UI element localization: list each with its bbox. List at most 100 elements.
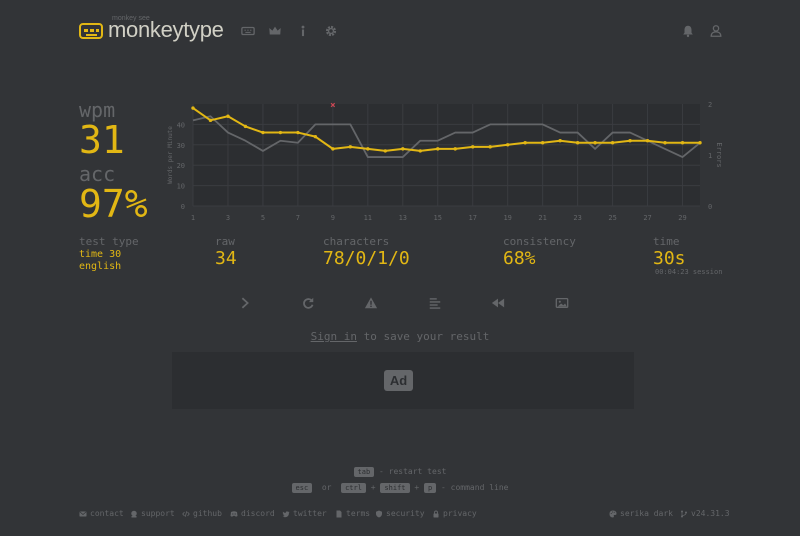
x-tick-label: 29: [678, 214, 686, 222]
x-tick-label: 23: [573, 214, 581, 222]
logo-tagline: monkey see: [112, 15, 150, 22]
x-tick-label: 11: [364, 214, 372, 222]
wpm-point: [488, 145, 492, 149]
shield-icon: [376, 510, 382, 517]
x-tick-label: 9: [331, 214, 335, 222]
footer-support[interactable]: support: [130, 509, 175, 518]
characters-value[interactable]: 78/0/1/0: [323, 248, 410, 269]
y2-tick-label: 1: [708, 152, 712, 160]
envelope-icon: [79, 510, 87, 516]
wpm-point: [313, 134, 318, 139]
wpm-point: [261, 130, 265, 135]
wpm-point: [348, 145, 353, 149]
raw-label: raw: [215, 235, 235, 248]
words-history-icon[interactable]: [428, 296, 442, 310]
donate-icon: [131, 510, 137, 517]
y-tick-label: 40: [177, 121, 185, 129]
logo-icon[interactable]: [79, 23, 103, 39]
footer-contact[interactable]: contact: [79, 509, 124, 518]
info-icon[interactable]: [296, 24, 310, 38]
wpm-point: [418, 149, 422, 153]
x-tick-label: 7: [296, 214, 300, 222]
wpm-point: [698, 141, 702, 145]
logo-text[interactable]: monkeytype: [108, 17, 224, 42]
wpm-point: [226, 114, 230, 118]
esc-key: esc: [291, 483, 313, 493]
raw-value[interactable]: 34: [215, 248, 237, 269]
y-tick-label: 10: [177, 183, 185, 191]
wpm-point: [663, 141, 667, 145]
footer-security[interactable]: security: [375, 509, 425, 518]
wpm-label: wpm: [79, 98, 116, 122]
session-time: 00:04:23 session: [655, 268, 723, 276]
x-tick-label: 3: [226, 214, 230, 222]
y-tick-label: 30: [177, 142, 185, 150]
palette-icon: [609, 510, 617, 517]
discord-icon: [230, 510, 238, 517]
wpm-point: [523, 141, 527, 145]
footer-terms[interactable]: terms: [335, 509, 370, 518]
replay-icon[interactable]: [491, 296, 505, 310]
wpm-point: [628, 139, 632, 143]
wpm-point: [610, 141, 615, 145]
bell-icon[interactable]: [681, 24, 695, 38]
footer-version[interactable]: v24.31.3: [680, 509, 730, 518]
x-tick-label: 25: [608, 214, 616, 222]
wpm-point: [296, 130, 300, 135]
screenshot-icon[interactable]: [555, 296, 569, 310]
footer-theme[interactable]: serika dark: [609, 509, 673, 518]
time-value[interactable]: 30s: [653, 248, 686, 269]
acc-label: acc: [79, 162, 116, 186]
warning-icon[interactable]: [364, 296, 378, 310]
next-test-icon[interactable]: [238, 296, 252, 310]
user-icon[interactable]: [709, 24, 723, 38]
series-line-wpm: [192, 107, 700, 152]
wpm-point: [366, 147, 370, 151]
gear-icon[interactable]: [324, 24, 338, 38]
wpm-point: [453, 147, 457, 151]
wpm-point: [383, 149, 388, 153]
wpm-point: [505, 143, 510, 147]
wpm-point: [243, 124, 248, 129]
plus-2: +: [414, 483, 420, 492]
x-tick-label: 1: [191, 214, 195, 222]
wpm-point: [558, 139, 562, 143]
lock-icon: [433, 510, 439, 517]
keyboard-icon[interactable]: [241, 24, 255, 38]
ad-badge: Ad: [384, 370, 413, 391]
crown-icon[interactable]: [268, 24, 282, 38]
file-icon: [336, 510, 342, 517]
acc-value[interactable]: 97%: [79, 182, 148, 226]
restart-icon[interactable]: [301, 296, 315, 310]
consistency-value[interactable]: 68%: [503, 248, 536, 269]
wpm-point: [680, 141, 685, 145]
wpm-point: [575, 141, 580, 145]
footer-twitter[interactable]: twitter: [282, 509, 327, 518]
time-label: time: [653, 235, 680, 248]
command-line-hint: esc or ctrl + shift + p - command line: [0, 483, 800, 493]
footer-discord[interactable]: discord: [230, 509, 275, 518]
x-tick-label: 13: [399, 214, 407, 222]
code-icon: [182, 510, 190, 517]
footer-privacy[interactable]: privacy: [432, 509, 477, 518]
plot-area: [193, 104, 700, 206]
wpm-point: [278, 130, 283, 135]
or-text: or: [321, 483, 332, 492]
wpm-point: [401, 147, 405, 151]
x-tick-label: 19: [503, 214, 511, 222]
ctrl-key: ctrl: [341, 483, 366, 493]
characters-label: characters: [323, 235, 390, 248]
wpm-point: [645, 139, 650, 143]
signin-prompt: Sign in to save your result: [0, 330, 800, 343]
wpm-point: [593, 141, 597, 145]
wpm-point: [191, 106, 195, 110]
wpm-point: [331, 147, 335, 151]
footer-github[interactable]: github: [182, 509, 222, 518]
consistency-label: consistency: [503, 235, 576, 248]
signin-link[interactable]: Sign in: [310, 330, 357, 343]
x-tick-label: 15: [434, 214, 442, 222]
test-type-language: english: [79, 261, 122, 272]
wpm-value[interactable]: 31: [79, 118, 125, 162]
x-tick-label: 21: [538, 214, 546, 222]
